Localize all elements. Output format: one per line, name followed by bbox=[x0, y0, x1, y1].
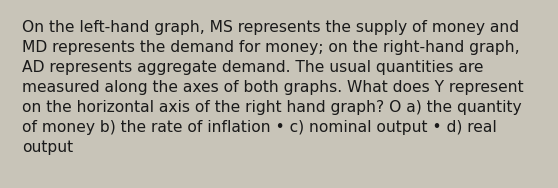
Text: On the left-hand graph, MS represents the supply of money and
MD represents the : On the left-hand graph, MS represents th… bbox=[22, 20, 523, 155]
